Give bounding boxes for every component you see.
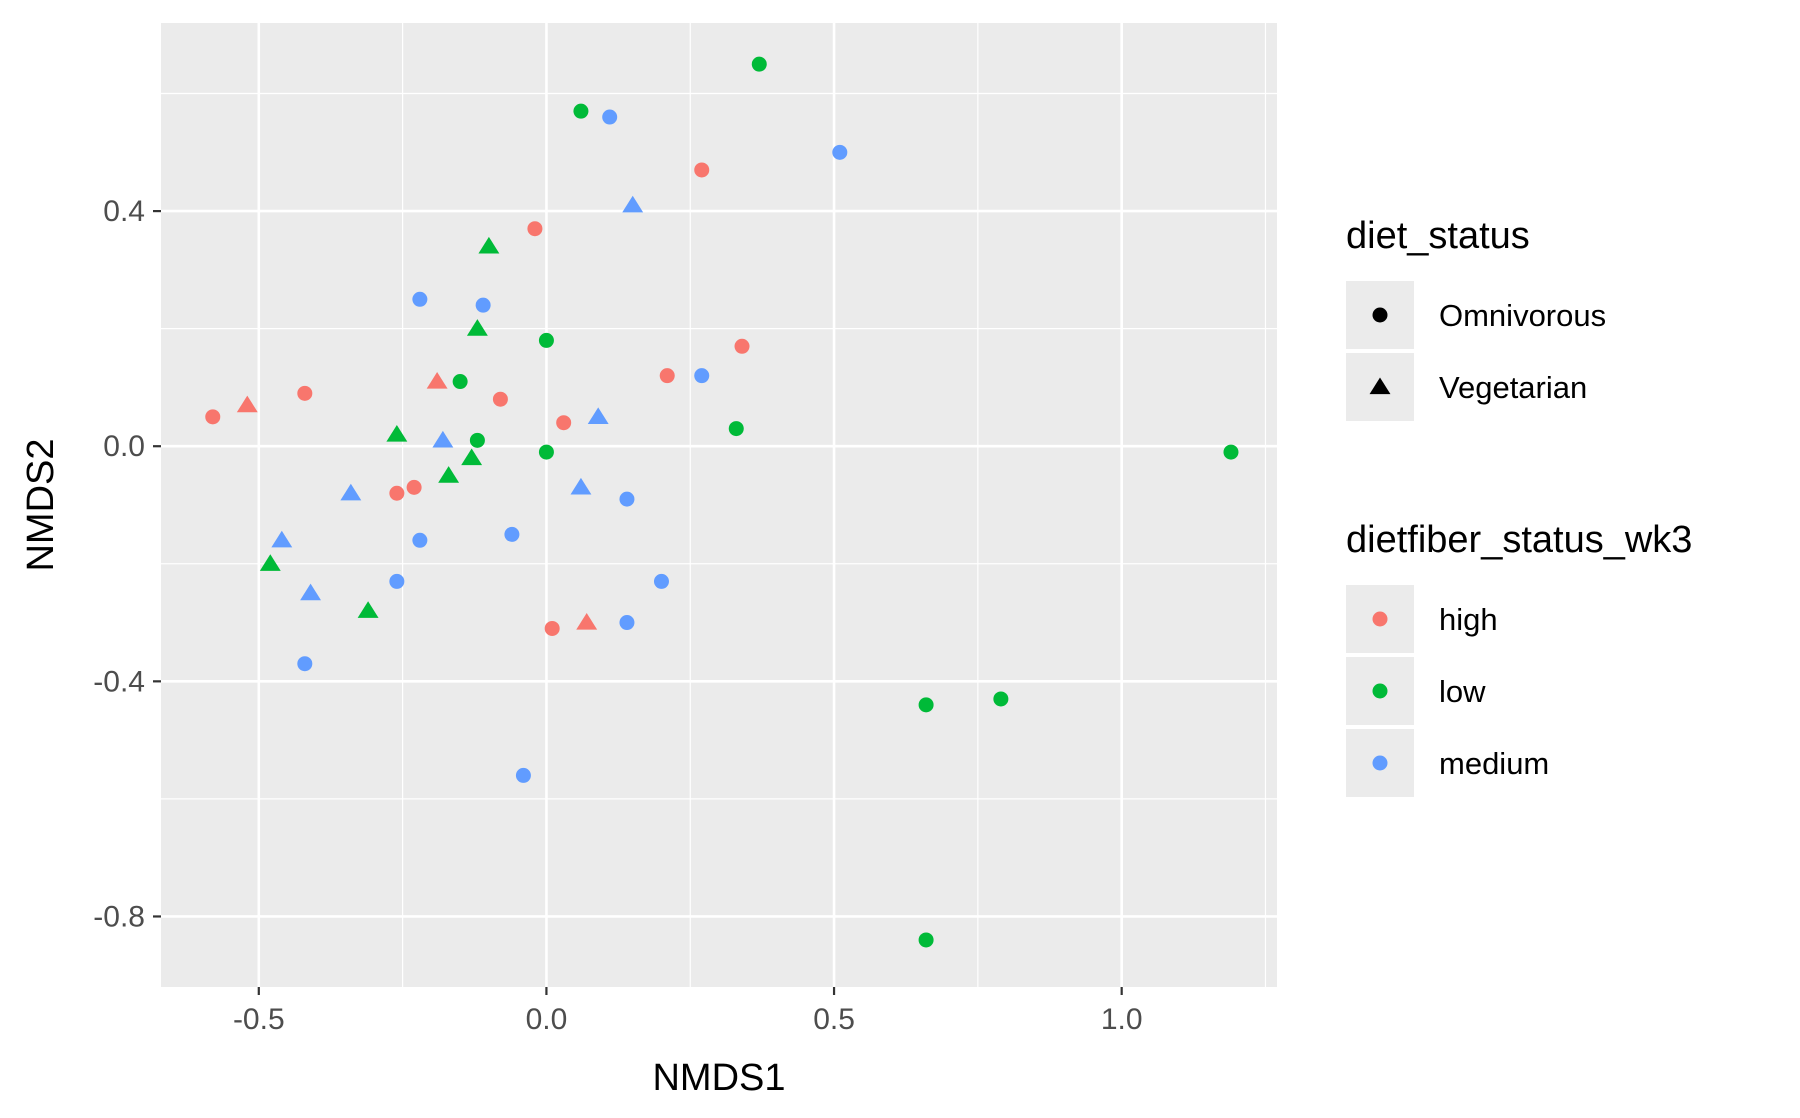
major-gridlines <box>161 23 1277 987</box>
data-point-triangle <box>357 601 379 618</box>
y-axis-label: NMDS2 <box>20 438 62 571</box>
data-point-triangle <box>426 372 448 389</box>
data-point-circle <box>412 532 428 548</box>
y-tick-label: -0.4 <box>93 665 145 698</box>
data-point-circle <box>573 103 589 119</box>
legend-title: diet_status <box>1346 215 1530 257</box>
data-point-circle <box>527 221 543 237</box>
data-point-triangle <box>438 466 460 483</box>
data-point-triangle <box>236 395 258 413</box>
legend-triangle-symbol <box>1369 377 1391 395</box>
x-axis-label: NMDS1 <box>652 1057 785 1099</box>
data-point-triangle <box>461 448 483 466</box>
data-point-circle <box>993 691 1009 707</box>
data-point-triangle <box>432 430 454 448</box>
data-point-circle <box>297 385 313 401</box>
legend: diet_status Omnivorous Vegetarian dietfiber… <box>1346 215 1692 797</box>
data-point-triangle <box>622 195 644 213</box>
data-point-triangle <box>386 424 408 442</box>
data-point-triangle <box>300 583 322 601</box>
data-point-triangle <box>570 477 592 495</box>
y-tick-label: 0.0 <box>103 430 145 463</box>
data-point-triangle <box>466 319 488 336</box>
data-point-circle <box>205 409 221 425</box>
x-tick-label: 0.0 <box>526 1003 568 1036</box>
x-tick-label: 0.5 <box>813 1003 855 1036</box>
data-point-triangle <box>587 407 609 424</box>
data-point-triangle <box>271 530 293 548</box>
data-point-circle <box>619 615 635 631</box>
data-point-circle <box>832 144 848 160</box>
plot-panel <box>161 23 1277 987</box>
legend-entry-label: Vegetarian <box>1439 370 1587 405</box>
data-point-triangle <box>478 236 500 254</box>
data-point-circle <box>452 374 468 390</box>
legend-entry-label: medium <box>1439 746 1549 781</box>
data-point-circle <box>389 485 405 501</box>
data-point-circle <box>389 573 405 589</box>
data-point-circle <box>694 368 710 384</box>
data-point-circle <box>734 338 750 354</box>
minor-gridlines <box>161 23 1277 987</box>
y-axis: -0.8 -0.4 0.0 0.4 <box>93 195 161 933</box>
data-point-circle <box>659 368 675 384</box>
x-tick-label: -0.5 <box>233 1003 285 1036</box>
data-point-circle <box>556 415 572 431</box>
data-point-triangle <box>259 554 281 571</box>
legend-entry-label: low <box>1439 674 1486 709</box>
legend-title: dietfiber_status_wk3 <box>1346 519 1692 561</box>
data-point-circle <box>504 526 520 542</box>
data-point-circle <box>538 444 554 460</box>
data-point-circle <box>475 297 491 313</box>
data-point-triangle <box>576 613 598 630</box>
x-axis: -0.5 0.0 0.5 1.0 <box>233 987 1143 1036</box>
data-point-circle <box>469 432 485 448</box>
data-point-circle <box>297 656 313 672</box>
legend-circle-symbol <box>1372 755 1388 771</box>
data-point-circle <box>406 479 422 495</box>
y-tick-label: 0.4 <box>103 195 145 228</box>
data-point-circle <box>619 491 635 507</box>
data-point-circle <box>653 573 669 589</box>
data-point-circle <box>492 391 508 407</box>
legend-circle-symbol <box>1372 683 1388 699</box>
data-point-circle <box>751 56 767 72</box>
data-point-circle <box>694 162 710 178</box>
y-tick-label: -0.8 <box>93 900 145 933</box>
data-point-circle <box>602 109 618 125</box>
x-tick-label: 1.0 <box>1101 1003 1143 1036</box>
data-point-circle <box>728 421 744 437</box>
data-point-circle <box>515 767 531 783</box>
data-point-circle <box>1223 444 1239 460</box>
data-point-circle <box>918 932 934 948</box>
legend-circle-symbol <box>1372 307 1388 323</box>
data-point-circle <box>544 620 560 636</box>
legend-circle-symbol <box>1372 611 1388 627</box>
data-points <box>205 56 1239 948</box>
data-point-circle <box>918 697 934 713</box>
data-point-triangle <box>340 483 362 501</box>
legend-entry-label: Omnivorous <box>1439 298 1606 333</box>
data-point-circle <box>412 291 428 307</box>
data-point-circle <box>538 332 554 348</box>
legend-entry-label: high <box>1439 602 1498 637</box>
